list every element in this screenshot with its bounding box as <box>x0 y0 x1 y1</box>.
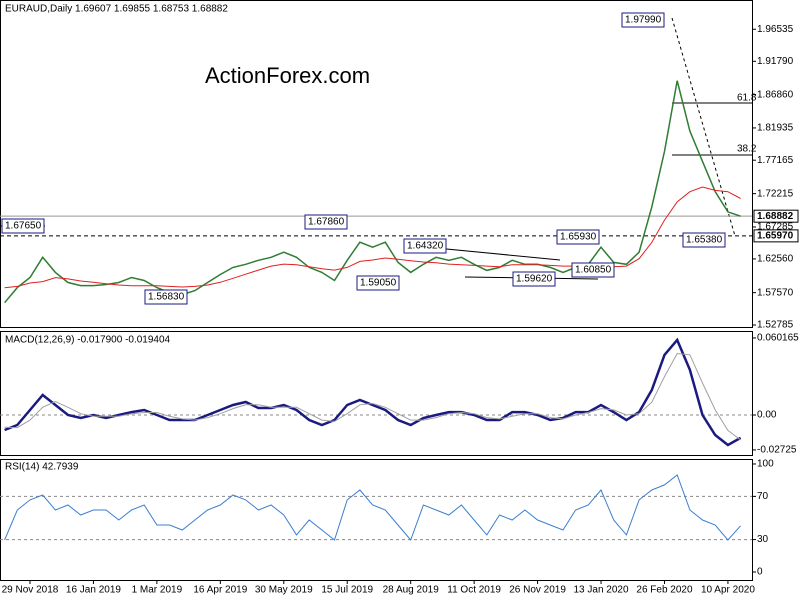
y-tick-label: 1.96535 <box>757 24 794 35</box>
annotation: 1.65930 <box>560 232 597 243</box>
x-tick-label: 1 Mar 2019 <box>132 585 183 596</box>
x-tick-label: 29 Nov 2018 <box>2 585 59 596</box>
annotation: 1.67860 <box>308 217 345 228</box>
x-tick-label: 11 Oct 2019 <box>447 585 501 596</box>
series-line <box>4 80 741 304</box>
y-tick-label: 30 <box>757 534 769 545</box>
y-tick-label: 70 <box>757 491 769 502</box>
x-tick-label: 26 Feb 2020 <box>636 585 693 596</box>
price-label-box <box>753 209 799 223</box>
y-tick-label: 1.72215 <box>757 188 794 199</box>
rsi-panel <box>0 459 753 581</box>
y-tick-label: -0.02725 <box>757 445 797 456</box>
x-tick-label: 28 Aug 2019 <box>383 585 440 596</box>
y-tick-label: 1.62560 <box>757 254 794 265</box>
annotation-box <box>403 238 447 254</box>
annotation: 1.65380 <box>686 235 723 246</box>
trend-line <box>671 17 736 237</box>
y-tick-label: 1.77165 <box>757 155 794 166</box>
y-tick-label: 1.91790 <box>757 56 794 67</box>
y-tick-label: 1.81935 <box>757 123 794 134</box>
annotation-box <box>356 275 400 291</box>
annotation-box <box>144 289 188 305</box>
macd-panel <box>0 331 753 456</box>
annotation-box <box>304 214 348 230</box>
annotation: 1.97990 <box>625 15 662 26</box>
x-tick-label: 10 Apr 2020 <box>701 585 755 596</box>
annotation-box <box>1 218 45 234</box>
x-tick-label: 13 Jan 2020 <box>573 585 628 596</box>
y-tick-label: 100 <box>757 459 774 470</box>
series-line <box>4 337 742 447</box>
x-tick-label: 16 Jan 2019 <box>66 585 121 596</box>
price-panel <box>0 0 753 328</box>
series-line <box>4 352 741 441</box>
price-label: 1.68882 <box>757 211 794 222</box>
x-tick-label: 16 Apr 2019 <box>193 585 247 596</box>
y-tick-label: 0.00 <box>757 410 777 421</box>
annotation: 38.2 <box>737 144 757 155</box>
y-tick-label: 1.52785 <box>757 320 794 331</box>
annotation: 1.59050 <box>360 278 397 289</box>
series-line <box>4 474 741 541</box>
price-label: 1.65970 <box>757 231 794 242</box>
annotation-box <box>512 271 556 287</box>
annotation: 1.67650 <box>5 221 42 232</box>
y-tick-label: 1.67285 <box>757 222 794 233</box>
y-tick-label: 1.57570 <box>757 287 794 298</box>
watermark: ActionForex.com <box>205 63 370 88</box>
x-tick-label: 26 Nov 2019 <box>509 585 566 596</box>
annotation-box <box>682 232 726 248</box>
x-tick-label: 30 May 2019 <box>255 585 313 596</box>
chart-title: EURAUD,Daily 1.69607 1.69855 1.68753 1.6… <box>5 4 228 15</box>
y-tick-label: 0 <box>757 567 763 578</box>
annotation-box <box>571 262 615 278</box>
x-tick-label: 15 Jul 2019 <box>321 585 373 596</box>
macd-title: MACD(12,26,9) -0.017900 -0.019404 <box>5 335 171 346</box>
annotation: 1.56830 <box>148 292 185 303</box>
y-tick-label: 1.86860 <box>757 89 794 100</box>
annotation: 1.60850 <box>575 265 612 276</box>
price-label-box <box>753 229 799 243</box>
series-line <box>4 186 741 289</box>
annotation-box <box>556 229 600 245</box>
annotation: 1.64320 <box>407 241 444 252</box>
rsi-title: RSI(14) 42.7939 <box>5 462 79 473</box>
annotation: 1.59620 <box>516 274 553 285</box>
annotation-box <box>621 12 665 28</box>
y-tick-label: 0.060165 <box>757 333 799 344</box>
annotation: 61.8 <box>737 93 757 104</box>
